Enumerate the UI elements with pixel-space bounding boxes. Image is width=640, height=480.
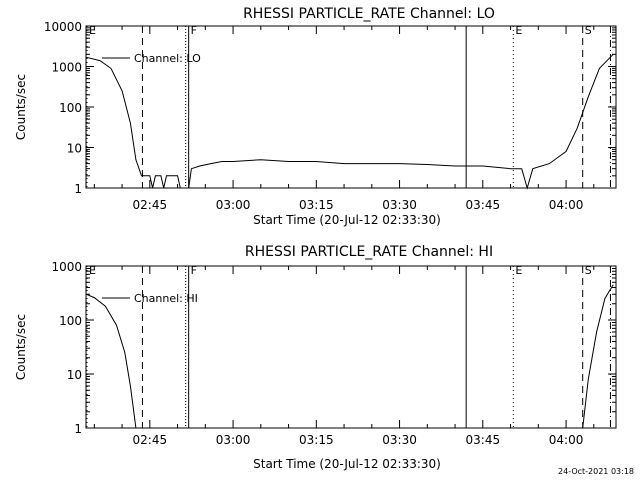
x-tick-label: 03:15	[299, 198, 334, 212]
x-tick-label: 02:45	[133, 433, 168, 447]
series-line	[85, 284, 614, 429]
chart-title: RHESSI PARTICLE_RATE Channel: HI	[245, 244, 493, 260]
y-axis-label: Counts/sec	[14, 74, 28, 140]
y-tick-label: 1	[74, 422, 82, 436]
y-tick-label: 10	[67, 142, 82, 156]
x-tick-label: 04:00	[549, 198, 584, 212]
event-marker-label: F	[191, 24, 197, 37]
x-tick-label: 03:00	[216, 198, 251, 212]
y-tick-label: 100	[59, 314, 82, 328]
event-marker-label: E	[89, 264, 96, 277]
x-tick-label: 03:45	[466, 433, 501, 447]
event-marker-label: F	[191, 264, 197, 277]
x-tick-label: 03:15	[299, 433, 334, 447]
y-tick-label: 1	[74, 182, 82, 196]
chart-title: RHESSI PARTICLE_RATE Channel: LO	[243, 6, 495, 22]
x-axis-label: Start Time (20-Jul-12 02:33:30)	[253, 457, 441, 471]
x-tick-label: 03:00	[216, 433, 251, 447]
event-marker-label: S	[585, 264, 592, 277]
y-tick-label: 100	[59, 101, 82, 115]
x-tick-label: 02:45	[133, 198, 168, 212]
y-axis-label: Counts/sec	[14, 314, 28, 380]
y-tick-label: 10000	[44, 20, 82, 34]
x-tick-label: 04:00	[549, 433, 584, 447]
series-line	[85, 53, 614, 190]
y-tick-label: 1000	[51, 61, 82, 75]
event-marker-label: E	[89, 24, 96, 37]
x-tick-label: 03:30	[382, 433, 417, 447]
plot-frame	[85, 265, 617, 429]
y-tick-label: 1000	[51, 260, 82, 274]
x-axis-label: Start Time (20-Jul-12 02:33:30)	[253, 213, 441, 227]
x-tick-label: 03:30	[382, 198, 417, 212]
x-tick-label: 03:45	[466, 198, 501, 212]
legend-entry: Channel: HI	[134, 292, 198, 305]
event-marker-label: S	[585, 24, 592, 37]
event-marker-label: E	[515, 264, 522, 277]
y-tick-label: 10	[67, 368, 82, 382]
event-marker-label: E	[515, 24, 522, 37]
legend-entry: Channel: LO	[134, 52, 201, 65]
footer-timestamp: 24-Oct-2021 03:18	[558, 467, 634, 476]
